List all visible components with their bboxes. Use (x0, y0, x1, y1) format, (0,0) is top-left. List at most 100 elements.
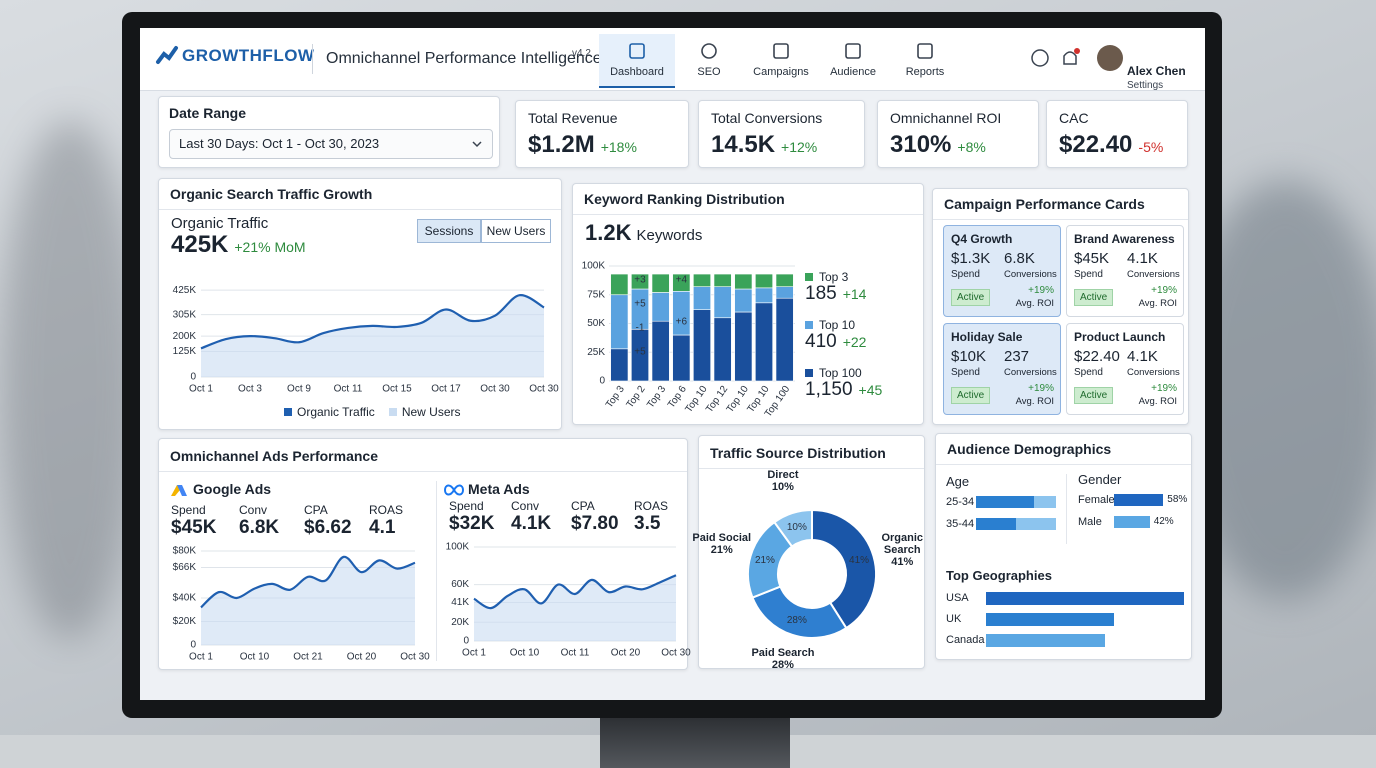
nav-item[interactable]: Audience (815, 34, 891, 86)
legend-swatch (805, 369, 813, 377)
kpi-card: Omnichannel ROI 310% +8% (877, 100, 1039, 168)
nav-item[interactable]: Reports (887, 34, 963, 86)
y-tick-label: 25K (587, 347, 605, 358)
channel-name: Google Ads (193, 481, 272, 497)
bar-segment (693, 309, 711, 382)
card-conversions-label: Conversions (1004, 269, 1057, 280)
channel-logo (171, 485, 187, 496)
legend-change: +14 (842, 286, 867, 302)
nav-icon (773, 43, 789, 59)
row-label: Female (1078, 494, 1115, 506)
bar-segment (693, 273, 711, 287)
x-tick-label: Oct 1 (189, 384, 213, 395)
y-tick-label: 0 (190, 640, 196, 651)
card-conversions-label: Conversions (1127, 269, 1180, 280)
metric-value: 425K (171, 231, 229, 258)
status-badge: Active (951, 289, 991, 306)
slice-legend: Direct 10% (751, 469, 815, 493)
metric-label: Conv (511, 499, 540, 513)
x-tick-label: Oct 1 (462, 648, 486, 659)
x-tick-label: Top 3 (604, 384, 627, 411)
slice-label: 21% (755, 555, 775, 566)
app-title: Omnichannel Performance Intelligence (326, 50, 602, 67)
x-tick-label: Oct 30 (400, 652, 430, 663)
ads-panel: Omnichannel Ads Performance Google Ads Spe… (158, 438, 691, 670)
notification-dot (1074, 48, 1080, 54)
organic-panel: Organic Search Traffic Growth Organic Tra… (158, 178, 562, 430)
section-label: Age (946, 474, 970, 489)
slice-legend: Paid Social 21% (690, 532, 754, 556)
metric-value: $6.62 (304, 517, 352, 538)
channel-name: Meta Ads (468, 481, 530, 497)
toggle-button[interactable]: New Users (481, 219, 551, 243)
legend-values: 410 +22 (805, 331, 866, 353)
legend-label: New Users (401, 405, 461, 419)
legend-swatch (388, 408, 397, 416)
kpi-label: CAC (1059, 110, 1089, 126)
slice-name: Paid Search (751, 647, 815, 660)
bar-segment (775, 273, 794, 287)
bar-segment (610, 294, 629, 350)
x-tick-label: Oct 1 (189, 652, 213, 663)
metric-label: CPA (304, 503, 328, 517)
nav-item[interactable]: Campaigns (743, 34, 819, 86)
header-icons (1031, 45, 1123, 71)
help-icon (1031, 49, 1049, 67)
bar-segment (672, 273, 691, 292)
campaign-card[interactable]: Brand Awareness $45K Spend 4.1K Conversions A… (1066, 225, 1184, 317)
y-tick-label: 41K (451, 597, 469, 608)
slice-name: Paid Social (692, 531, 752, 544)
date-value: Last 30 Days: Oct 1 - Oct 30, 2023 (179, 136, 380, 151)
row-label: Canada (946, 634, 985, 646)
x-tick-label: Oct 10 (240, 652, 270, 663)
y-tick-label: $80K (173, 546, 197, 557)
nav-icon (845, 43, 861, 59)
campaign-card[interactable]: Product Launch $22.40 Spend 4.1K Conversions… (1066, 323, 1184, 415)
card-spend-label: Spend (1074, 269, 1103, 280)
organic-chart: 0 125K 200K 305K 425K Oct 1 Oct 3 Oct 9 Oct 11 Oc… (173, 285, 560, 395)
x-tick-label: Top 3 (645, 384, 668, 411)
divider (1066, 474, 1067, 544)
panel-title: Campaign Performance Cards (933, 189, 1188, 220)
chevron-shape (472, 141, 482, 148)
legend-values: 185 +14 (805, 283, 866, 305)
card-spend: $1.3K (951, 250, 991, 267)
card-spend: $22.40 (1074, 348, 1120, 365)
slice-label: 28% (787, 615, 807, 626)
kpi-label: Total Conversions (711, 110, 823, 126)
campaign-card[interactable]: Q4 Growth $1.3K Spend 6.8K Conversions Active… (943, 225, 1061, 317)
x-tick-label: Oct 30 (529, 384, 559, 395)
card-conversions: 237 (1004, 348, 1030, 365)
metric-label: ROAS (634, 499, 669, 513)
traffic-panel: Traffic Source Distribution 41% 28% 21% 10% O… (692, 435, 925, 672)
y-tick-label: 100K (582, 261, 606, 272)
bell-icon (1063, 51, 1077, 65)
nav-item[interactable]: SEO (671, 34, 747, 86)
slice-percent: 28% (771, 659, 794, 672)
x-tick-label: Oct 3 (238, 384, 262, 395)
legend-entry: Top 3 185 +14 (805, 268, 866, 304)
x-tick-label: Oct 9 (287, 384, 311, 395)
card-conversions-label: Conversions (1004, 367, 1057, 378)
bar-segment (651, 320, 670, 382)
logo-mark (156, 46, 178, 64)
area-fill (201, 556, 415, 645)
logo-shape (443, 484, 465, 496)
date-select[interactable]: Last 30 Days: Oct 1 - Oct 30, 2023 (169, 129, 493, 159)
value-label: 42% (1153, 516, 1174, 527)
bar-segment (755, 302, 773, 382)
nav-item[interactable]: Dashboard (599, 34, 675, 88)
campaign-card[interactable]: Holiday Sale $10K Spend 237 Conversions Activ… (943, 323, 1061, 415)
background-blur (0, 120, 140, 640)
y-tick-label: 20K (451, 617, 469, 628)
bar (1114, 494, 1164, 506)
y-tick-label: 200K (173, 331, 197, 342)
toggle-button[interactable]: Sessions (417, 219, 481, 243)
row-label: UK (946, 613, 962, 625)
icon-shape (701, 43, 717, 59)
panel-title: Keyword Ranking Distribution (573, 184, 923, 215)
user-name[interactable]: Alex Chen (1127, 64, 1186, 78)
legend-swatch (805, 321, 813, 329)
audience-panel: Audience Demographics Age 25-34 35-44 Gender… (935, 433, 1192, 660)
